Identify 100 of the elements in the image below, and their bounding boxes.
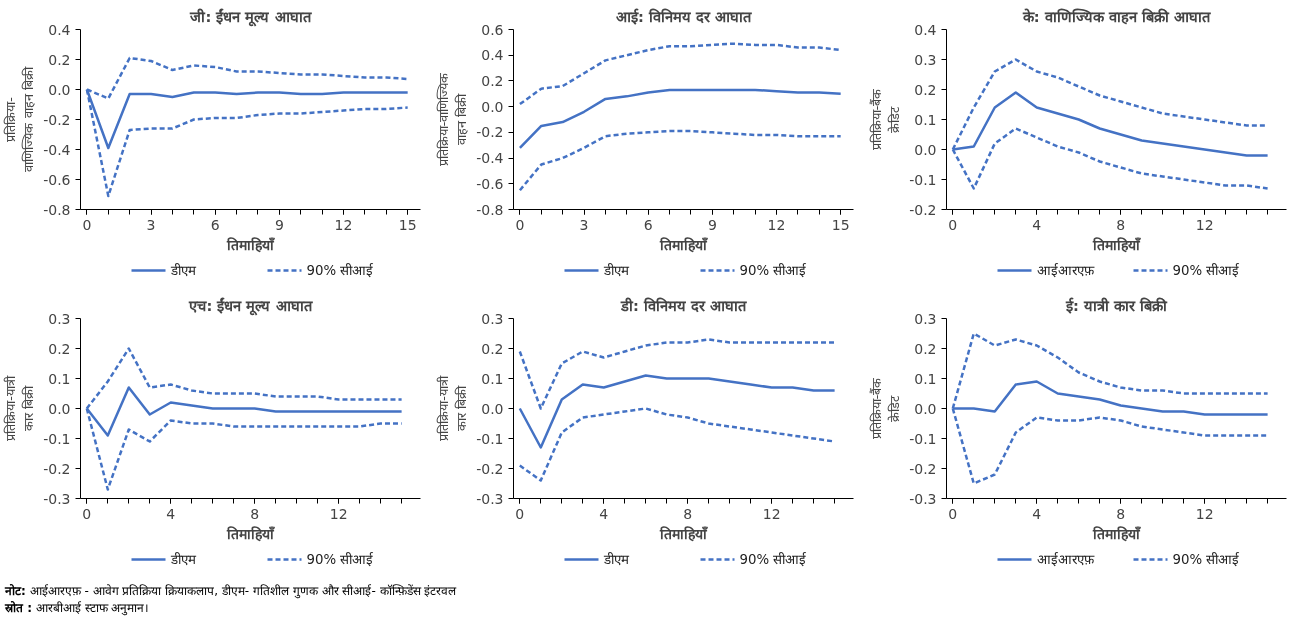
y-tick-label: 0.2 <box>914 340 937 357</box>
y-tick-label: -0.1 <box>476 430 504 447</box>
y-tick-label: -0.2 <box>43 460 71 477</box>
y-tick-label: -0.8 <box>476 201 504 218</box>
y-tick-label: -0.4 <box>476 150 504 167</box>
y-axis-title: प्रतिक्रिया- वाणिज्यिक वाहन बिक्री <box>3 66 37 172</box>
y-tick-label: 0.0 <box>481 98 504 115</box>
y-tick-label: -0.3 <box>43 490 71 507</box>
x-tick-label: 3 <box>146 216 156 233</box>
legend-label: 90% सीआई <box>1172 263 1241 278</box>
x-tick-label: 0 <box>82 216 92 233</box>
y-tick-label: -0.8 <box>43 201 71 218</box>
y-tick-label: -0.6 <box>476 175 504 192</box>
chart-title: जी: ईंधन मूल्य आघात <box>189 7 312 27</box>
line-series <box>518 88 842 150</box>
y-tick-label: 0.4 <box>914 21 937 38</box>
legend-label: 90% सीआई <box>1172 552 1241 567</box>
y-tick-label: -0.1 <box>909 171 937 188</box>
legend-label: डीएम <box>169 263 197 278</box>
y-tick-label: 0.1 <box>48 370 71 387</box>
y-tick-label: 0.0 <box>481 400 504 417</box>
x-axis-title: तिमाहियाँ <box>1092 525 1141 542</box>
y-tick-label: 0.2 <box>481 72 504 89</box>
x-axis-title: तिमाहियाँ <box>659 525 708 542</box>
x-tick-label: 0 <box>515 505 525 522</box>
x-tick-label: 0 <box>948 505 958 522</box>
chart-title: एच: ईंधन मूल्य आघात <box>188 296 313 316</box>
x-axis-title: तिमाहियाँ <box>226 236 275 253</box>
y-tick-label: 0.4 <box>481 47 504 64</box>
x-tick-label: 12 <box>767 216 786 233</box>
y-tick-label: -0.4 <box>43 141 71 158</box>
chart-title: डी: विनिमय दर आघात <box>619 296 748 314</box>
legend-label: डीएम <box>602 263 630 278</box>
x-tick-label: 0 <box>515 216 525 233</box>
chart-title: आई: विनिमय दर आघात <box>615 7 753 25</box>
x-tick-label: 8 <box>1116 505 1126 522</box>
y-tick-label: 0.6 <box>481 21 504 38</box>
chart-title: ई: यात्री कार बिक्री <box>1064 296 1169 314</box>
line-series <box>518 129 842 192</box>
y-tick-label: 0.3 <box>914 310 937 327</box>
x-tick-label: 12 <box>762 505 781 522</box>
y-tick-label: -0.1 <box>909 430 937 447</box>
legend-label: डीएम <box>602 552 630 567</box>
y-tick-label: 0.3 <box>48 310 71 327</box>
legend-label: 90% सीआई <box>306 263 375 278</box>
y-tick-label: 0.0 <box>48 400 71 417</box>
y-tick-label: -0.2 <box>909 460 937 477</box>
y-tick-label: -0.3 <box>476 490 504 507</box>
y-tick-label: -0.1 <box>43 430 71 447</box>
y-tick-label: 0.1 <box>481 370 504 387</box>
x-axis-title: तिमाहियाँ <box>1092 236 1141 253</box>
chart-title: के: वाणिज्यिक वाहन बिक्री आघात <box>1021 7 1212 25</box>
y-tick-label: 0.2 <box>914 81 937 98</box>
x-tick-label: 8 <box>683 505 693 522</box>
text: स्रोत : आरबीआई स्टाफ अनुमान। <box>5 600 150 615</box>
y-tick-label: -0.2 <box>476 460 504 477</box>
line-series <box>518 338 836 410</box>
line-series <box>518 374 836 449</box>
x-tick-label: 0 <box>82 505 92 522</box>
y-tick-label: 0.2 <box>48 51 71 68</box>
legend-label: आईआरएफ़ <box>1036 263 1095 278</box>
y-tick-label: 0.1 <box>914 370 937 387</box>
y-tick-label: 0.1 <box>914 111 937 128</box>
x-tick-label: 9 <box>707 216 717 233</box>
y-tick-label: 0.4 <box>48 21 71 38</box>
x-tick-label: 0 <box>948 216 958 233</box>
y-tick-label: 0.3 <box>914 51 937 68</box>
x-tick-label: 4 <box>599 505 609 522</box>
x-axis-title: तिमाहियाँ <box>659 236 708 253</box>
x-tick-label: 4 <box>1032 216 1042 233</box>
x-tick-label: 6 <box>210 216 220 233</box>
x-tick-label: 12 <box>1195 216 1214 233</box>
x-tick-label: 8 <box>1116 216 1126 233</box>
x-axis-title: तिमाहियाँ <box>226 525 275 542</box>
y-axis-title: प्रतिक्रिया-यात्री कार बिक्री <box>3 375 37 441</box>
y-axis-title: प्रतिक्रिया-बैंक क्रेडिट <box>869 377 903 440</box>
x-tick-label: 12 <box>1195 505 1214 522</box>
y-tick-label: -0.6 <box>43 171 71 188</box>
y-tick-label: -0.2 <box>909 201 937 218</box>
y-tick-label: 0.3 <box>481 310 504 327</box>
legend-label: आईआरएफ़ <box>1036 552 1095 567</box>
legend-label: 90% सीआई <box>306 552 375 567</box>
y-tick-label: -0.2 <box>43 111 71 128</box>
text: नोट: आईआरएफ़ - आवेग प्रतिक्रिया क्रियाकलाप, डीएम- गतिशील गुणक और सीआई- कॉन्फ़िडेंस इंटरवल <box>5 584 457 598</box>
x-tick-label: 15 <box>398 216 417 233</box>
legend-label: 90% सीआई <box>739 263 808 278</box>
x-tick-label: 4 <box>1032 505 1042 522</box>
x-tick-label: 12 <box>329 505 348 522</box>
legend-label: 90% सीआई <box>739 552 808 567</box>
x-tick-label: 6 <box>643 216 653 233</box>
x-tick-label: 3 <box>579 216 589 233</box>
y-axis-title: प्रतिक्रिया-वाणिज्यिक वाहन बिक्री <box>436 72 470 167</box>
x-tick-label: 12 <box>334 216 353 233</box>
x-tick-label: 8 <box>250 505 260 522</box>
y-tick-label: 0.0 <box>914 400 937 417</box>
y-tick-label: 0.0 <box>48 81 71 98</box>
y-tick-label: 0.0 <box>914 141 937 158</box>
y-axis-title: प्रतिक्रिया-यात्री कार बिक्री <box>436 375 470 441</box>
y-tick-label: -0.3 <box>909 490 937 507</box>
y-tick-label: 0.2 <box>48 340 71 357</box>
